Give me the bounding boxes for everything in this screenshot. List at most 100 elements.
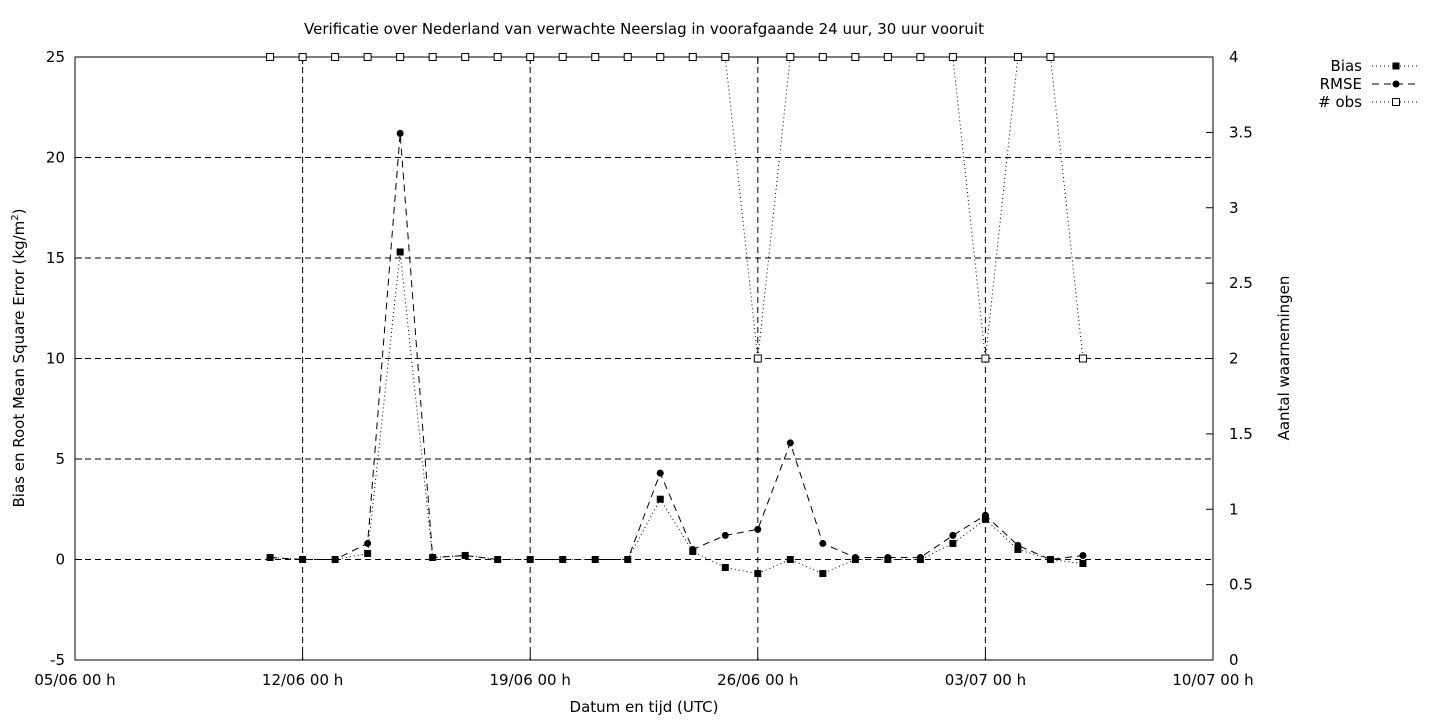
data-point-rmse — [266, 553, 274, 561]
y2-tick-label: 0.5 — [1229, 576, 1253, 594]
data-point-rmse — [656, 469, 664, 477]
data-point-rmse — [981, 511, 989, 519]
series-layer — [266, 53, 1087, 578]
x-tick-label: 10/07 00 h — [1172, 671, 1253, 689]
data-point-obs — [721, 53, 730, 61]
data-point-obs — [1392, 98, 1400, 106]
data-point-rmse — [721, 531, 729, 539]
y-tick-label: 5 — [55, 450, 65, 468]
data-point-obs — [331, 53, 340, 61]
x-tick-label: 19/06 00 h — [490, 671, 571, 689]
data-point-rmse — [851, 553, 859, 561]
data-point-obs — [948, 53, 957, 61]
data-point-obs — [656, 53, 665, 61]
y-tick-label: 10 — [46, 350, 65, 368]
y2-tick-label: 1.5 — [1229, 425, 1253, 443]
x-tick-label: 26/06 00 h — [717, 671, 798, 689]
data-point-rmse — [819, 539, 827, 547]
data-point-obs — [916, 53, 925, 61]
series-obs — [266, 53, 1087, 363]
data-point-bias — [364, 549, 372, 557]
data-point-bias — [786, 556, 794, 563]
data-point-rmse — [754, 525, 762, 533]
series-line — [270, 251, 1084, 575]
data-point-bias — [656, 495, 664, 503]
y-axis-label-close: ) — [10, 209, 28, 215]
y2-tick-label: 2.5 — [1229, 274, 1253, 292]
series-line — [270, 56, 1084, 359]
legend-label: Bias — [1331, 57, 1363, 75]
data-point-bias — [981, 515, 989, 523]
data-point-bias — [1392, 62, 1400, 70]
y-tick-label: -5 — [50, 651, 65, 669]
data-point-rmse — [1079, 551, 1087, 559]
data-point-rmse — [1046, 556, 1054, 563]
data-point-bias — [721, 564, 729, 572]
grid — [75, 57, 1213, 660]
data-point-bias — [1014, 545, 1022, 553]
series-line — [270, 133, 1084, 561]
y-axis-right: 0 0.5 1 1.5 2 2.5 3 3.5 4 — [1206, 48, 1253, 669]
data-point-obs — [396, 53, 405, 61]
data-point-obs — [623, 53, 632, 61]
legend-label: RMSE — [1320, 75, 1362, 93]
data-point-obs — [363, 53, 372, 61]
y2-tick-label: 3 — [1229, 199, 1239, 217]
data-point-rmse — [559, 556, 567, 563]
y-tick-label: 20 — [46, 149, 65, 167]
data-point-obs — [266, 53, 275, 61]
data-point-obs — [851, 53, 860, 61]
data-point-obs — [1078, 354, 1087, 363]
data-point-obs — [688, 53, 697, 61]
data-point-rmse — [494, 556, 502, 563]
data-point-bias — [754, 570, 762, 578]
series-rmse — [266, 129, 1087, 563]
data-point-rmse — [526, 556, 534, 563]
data-point-obs — [753, 354, 762, 363]
data-point-obs — [1013, 53, 1022, 61]
x-axis: 05/06 00 h 12/06 00 h 19/06 00 h 26/06 00 h… — [34, 57, 1254, 689]
x-tick-label: 05/06 00 h — [34, 671, 115, 689]
data-point-rmse — [461, 551, 469, 559]
data-point-rmse — [1392, 80, 1400, 88]
data-point-obs — [461, 53, 470, 61]
data-point-obs — [786, 53, 795, 61]
data-point-rmse — [591, 556, 599, 563]
x-tick-label: 12/06 00 h — [262, 671, 343, 689]
data-point-rmse — [429, 553, 437, 561]
y2-tick-label: 1 — [1229, 500, 1239, 518]
legend-label: # obs — [1318, 93, 1362, 111]
chart-title: Verificatie over Nederland van verwachte… — [304, 20, 984, 38]
series-bias — [266, 248, 1087, 578]
y2-tick-label: 4 — [1229, 48, 1239, 66]
data-point-bias — [819, 570, 827, 578]
data-point-obs — [558, 53, 567, 61]
data-point-rmse — [916, 553, 924, 561]
y-tick-label: 25 — [46, 48, 65, 66]
data-point-obs — [428, 53, 437, 61]
data-point-bias — [396, 248, 404, 256]
data-point-obs — [298, 53, 307, 61]
data-point-obs — [883, 53, 892, 61]
data-point-obs — [526, 53, 535, 61]
data-point-obs — [1046, 53, 1055, 61]
data-point-rmse — [364, 539, 372, 547]
data-point-rmse — [624, 556, 632, 563]
x-axis-label: Datum en tijd (UTC) — [570, 698, 719, 716]
y-axis-label: Bias en Root Mean Square Error (kg/m2) — [10, 209, 28, 508]
data-point-obs — [818, 53, 827, 61]
data-point-rmse — [689, 545, 697, 553]
data-point-obs — [981, 354, 990, 363]
data-point-bias — [1079, 560, 1087, 568]
data-point-rmse — [949, 531, 957, 539]
y2-tick-label: 3.5 — [1229, 123, 1253, 141]
data-point-rmse — [299, 556, 307, 563]
x-tick-label: 03/07 00 h — [945, 671, 1026, 689]
y-axis-label-main: Bias en Root Mean Square Error (kg/m — [10, 221, 28, 508]
data-point-bias — [949, 539, 957, 547]
data-point-rmse — [786, 439, 794, 447]
y2-axis-label: Aantal waarnemingen — [1275, 276, 1293, 441]
y-tick-label: 0 — [55, 551, 65, 569]
